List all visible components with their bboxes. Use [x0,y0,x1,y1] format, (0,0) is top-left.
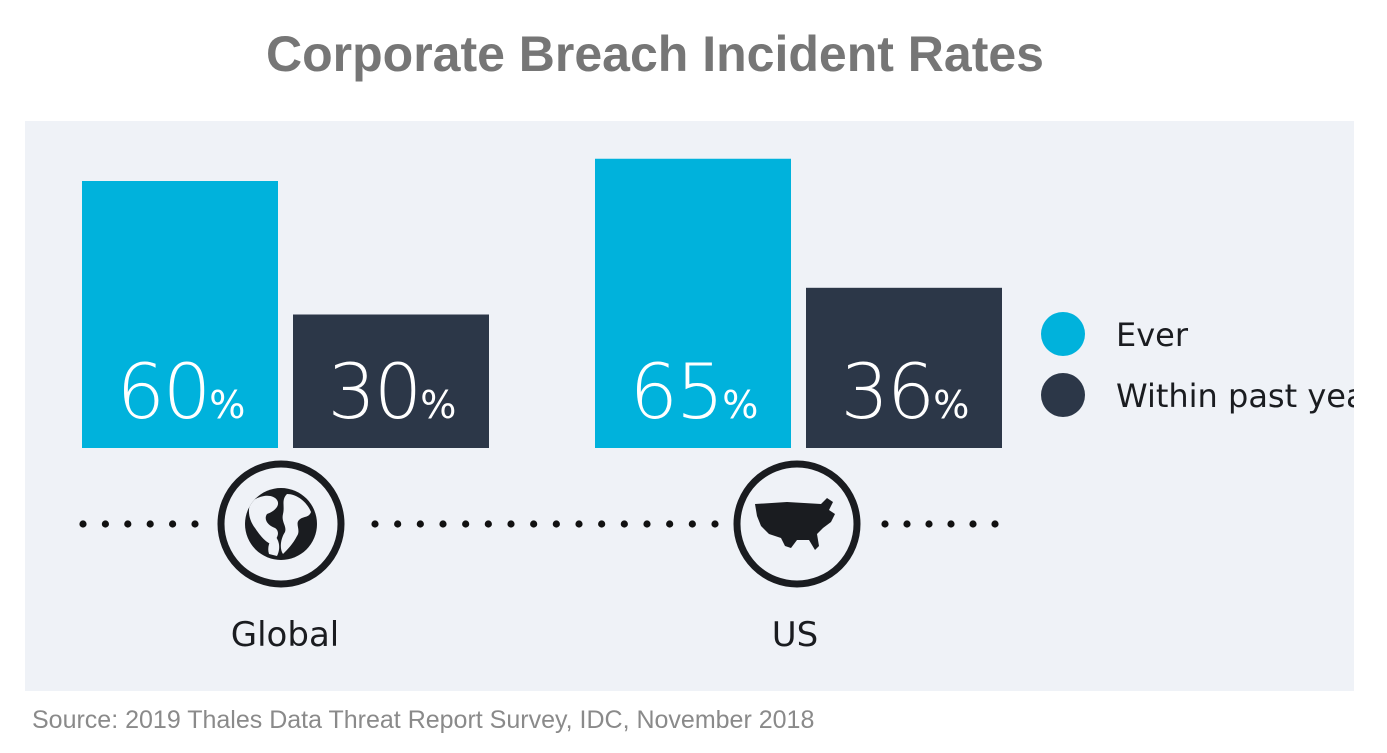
connector-dot [552,520,560,528]
connector-dot [991,520,999,528]
connector-dot [575,520,583,528]
connector-dot [925,520,933,528]
connector-dot [371,520,379,528]
globe-land [248,494,311,556]
bar-value-label: 60% [117,347,245,436]
bar-value-label: 65% [630,347,758,436]
bar-us-ever [595,158,791,448]
globe-continent [280,494,311,554]
bar-value-label: 36% [841,347,969,436]
connector-dot [903,520,911,528]
connector-dot [666,520,674,528]
connector-dot [530,520,538,528]
legend-label: Within past year [1116,377,1354,415]
globe-continent [248,495,279,544]
connector-dot [191,520,199,528]
globe-icon [245,488,317,560]
connector-dot [169,520,177,528]
bar-value-label: 30% [328,347,456,436]
connector-dot [101,520,109,528]
connector-dot [711,520,719,528]
connector-dot [124,520,132,528]
connector-dot [507,520,515,528]
connector-dot [969,520,977,528]
legend-label: Ever [1116,316,1189,354]
connector-dot [643,520,651,528]
bar-us-within-past-year [806,287,1002,448]
legend-swatch [1041,312,1085,356]
category-label-us: US [772,615,818,655]
connector-dot [688,520,696,528]
connector-dot [394,520,402,528]
legend-swatch [1041,373,1085,417]
bar-global-ever [82,181,278,448]
chart-panel: 60% 30% 65% 36% Global US Ever Within past year [25,121,1380,691]
source-note: Source: 2019 Thales Data Threat Report S… [32,706,815,734]
connector-dot [620,520,628,528]
connector-dot [881,520,889,528]
connector-dot [598,520,606,528]
connector-dot [416,520,424,528]
bar-global-within-past-year [293,314,489,448]
chart-canvas: 60% 30% 65% 36% Global US Ever Within past year [79,158,1380,655]
category-label-global: Global [231,615,339,655]
connector-dot [947,520,955,528]
connector-dot [462,520,470,528]
us-map-icon [755,498,835,550]
connector-dot [79,520,87,528]
us-map-shape [755,498,835,550]
connector-dot [484,520,492,528]
chart-title: Corporate Breach Incident Rates [266,26,1044,82]
connector-dot [439,520,447,528]
globe-continent [268,536,280,556]
connector-dot [146,520,154,528]
